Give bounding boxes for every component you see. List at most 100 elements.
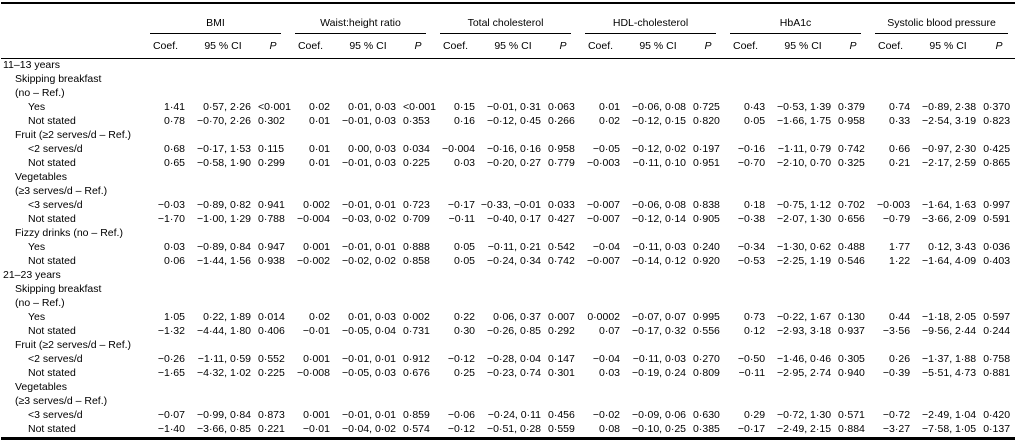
row-label: <3 serves/d <box>28 409 83 422</box>
p-cell: 0·941 <box>258 199 285 212</box>
ci-cell: −5·51, 4·73 <box>922 367 977 380</box>
coef-cell: −1·70 <box>157 213 185 226</box>
ci-cell: −0·11, 0·03 <box>632 241 687 254</box>
p-cell: 0·723 <box>403 199 430 212</box>
ci-cell: 0·00, 0·03 <box>348 143 396 156</box>
row-label: Yes <box>28 101 46 114</box>
ci-cell: −0·09, 0·06 <box>632 409 687 422</box>
p-cell: 0·905 <box>693 213 720 226</box>
section-label-row: Skipping breakfast <box>1 283 1015 297</box>
p-cell: 0·002 <box>403 311 430 324</box>
coef-cell: −0·004 <box>297 213 330 226</box>
ci-cell: −0·14, 0·12 <box>632 255 687 268</box>
p-cell: 0·888 <box>403 241 430 254</box>
coef-cell: 1·05 <box>163 311 185 324</box>
ci-cell: −1·44, 1·56 <box>197 255 251 268</box>
coef-cell: 0·18 <box>744 199 766 212</box>
stub-subheader <box>1 34 143 59</box>
coef-cell: −3·56 <box>882 325 911 338</box>
ci-header: 95 % CI <box>188 34 258 59</box>
p-cell: 0·427 <box>548 213 575 226</box>
ci-cell: 0·22, 1·89 <box>203 311 251 324</box>
ci-cell: −0·19, 0·24 <box>632 367 687 380</box>
section-label-row: (no – Ref.) <box>1 297 1015 311</box>
ci-cell: −2·93, 3·18 <box>777 325 832 338</box>
ci-cell: −1·66, 1·75 <box>777 115 832 128</box>
p-cell: 0·788 <box>258 213 285 226</box>
coef-cell: 0·02 <box>599 115 621 128</box>
p-cell: 0·137 <box>983 423 1011 436</box>
p-cell: 0·838 <box>693 199 720 212</box>
coef-cell: 0·74 <box>889 101 911 114</box>
row-label: Fruit (≥2 serves/d – Ref.) <box>15 129 132 142</box>
coef-cell: 0·0002 <box>587 311 621 324</box>
p-header: P <box>258 34 288 59</box>
p-cell: 0·938 <box>258 255 285 268</box>
p-cell: 0·115 <box>258 143 285 156</box>
p-cell: 0·270 <box>693 353 720 366</box>
col-group-total-cholesterol: Total cholesterol <box>433 3 578 34</box>
p-cell: 0·033 <box>548 199 575 212</box>
ci-cell: −0·53, 1·39 <box>777 101 832 114</box>
ci-cell: −0·04, 0·02 <box>342 423 396 436</box>
p-cell: 0·958 <box>548 143 575 156</box>
row-label: Skipping breakfast <box>15 283 102 296</box>
coef-cell: −0·007 <box>587 255 621 268</box>
table-body: 11–13 years Skipping breakfast (no – Ref.)… <box>1 59 1015 439</box>
coef-cell: 0·21 <box>889 157 911 170</box>
coef-cell: 0·05 <box>453 241 475 254</box>
p-cell: 0·063 <box>548 101 575 114</box>
ci-cell: −0·40, 0·17 <box>487 213 541 226</box>
ci-cell: −0·01, 0·01 <box>342 409 396 422</box>
ci-cell: −0·12, 0·45 <box>487 115 541 128</box>
coef-cell: 0·15 <box>453 101 475 114</box>
col-group-label: Waist:height ratio <box>320 17 401 29</box>
row-label: Fruit (≥2 serves/d – Ref.) <box>15 339 132 352</box>
p-cell: <0·001 <box>258 101 291 114</box>
section-label-row: Fruit (≥2 serves/d – Ref.) <box>1 129 1015 143</box>
p-cell: 0·947 <box>258 241 285 254</box>
coef-cell: −0·11 <box>738 367 766 380</box>
data-row: Not stated 0·65 −0·58, 1·90 0·299 0·01 −0·01,… <box>1 157 1015 171</box>
col-group-bmi: BMI <box>143 3 288 34</box>
coef-cell: −0·007 <box>587 213 621 226</box>
col-group-label: HbA1c <box>779 17 812 29</box>
section-label-row: (≥3 serves/d – Ref.) <box>1 185 1015 199</box>
ci-cell: −0·11, 0·21 <box>487 241 541 254</box>
ci-cell: −0·97, 2·30 <box>922 143 977 156</box>
row-label: Not stated <box>28 325 76 338</box>
coef-cell: −1·32 <box>157 325 185 338</box>
p-cell: 0·036 <box>983 241 1011 254</box>
ci-cell: −0·58, 1·90 <box>197 157 251 170</box>
data-row: Not stated −1·32 −4·44, 1·80 0·406 −0·01 −0·0… <box>1 325 1015 339</box>
p-header: P <box>983 34 1016 59</box>
ci-cell: 0·57, 2·26 <box>203 101 251 114</box>
coef-cell: −0·53 <box>737 255 766 268</box>
ci-cell: −0·24, 0·11 <box>487 409 541 422</box>
coef-cell: 0·78 <box>163 115 185 128</box>
row-label: Skipping breakfast <box>15 73 102 86</box>
ci-cell: −9·56, 2·44 <box>922 325 977 338</box>
ci-cell: −4·32, 1·02 <box>197 367 251 380</box>
ci-cell: −0·89, 2·38 <box>922 101 977 114</box>
coef-header: Coef. <box>868 34 914 59</box>
ci-cell: −0·23, 0·74 <box>487 367 541 380</box>
p-cell: 0·742 <box>548 255 575 268</box>
ci-header: 95 % CI <box>913 34 984 59</box>
row-label: 11–13 years <box>3 59 61 72</box>
section-label-row: Vegetables <box>1 171 1015 185</box>
coef-cell: 0·001 <box>303 241 330 254</box>
data-row: Not stated 0·78 −0·70, 2·26 0·302 0·01 −0·01,… <box>1 115 1015 129</box>
ci-cell: −4·44, 1·80 <box>197 325 251 338</box>
ci-cell: −0·06, 0·08 <box>632 199 687 212</box>
p-header: P <box>403 34 433 59</box>
coef-cell: −0·05 <box>592 143 621 156</box>
coef-cell: −0·02 <box>592 409 621 422</box>
p-cell: 0·758 <box>983 353 1011 366</box>
p-cell: 0·353 <box>403 115 430 128</box>
row-label: (no – Ref.) <box>15 87 65 100</box>
col-group-label: HDL-cholesterol <box>612 17 689 29</box>
data-row: <3 serves/d −0·03 −0·89, 0·82 0·941 0·002 −0·… <box>1 199 1015 213</box>
ci-cell: −1·00, 1·29 <box>197 213 251 226</box>
row-label: Vegetables <box>15 381 67 394</box>
